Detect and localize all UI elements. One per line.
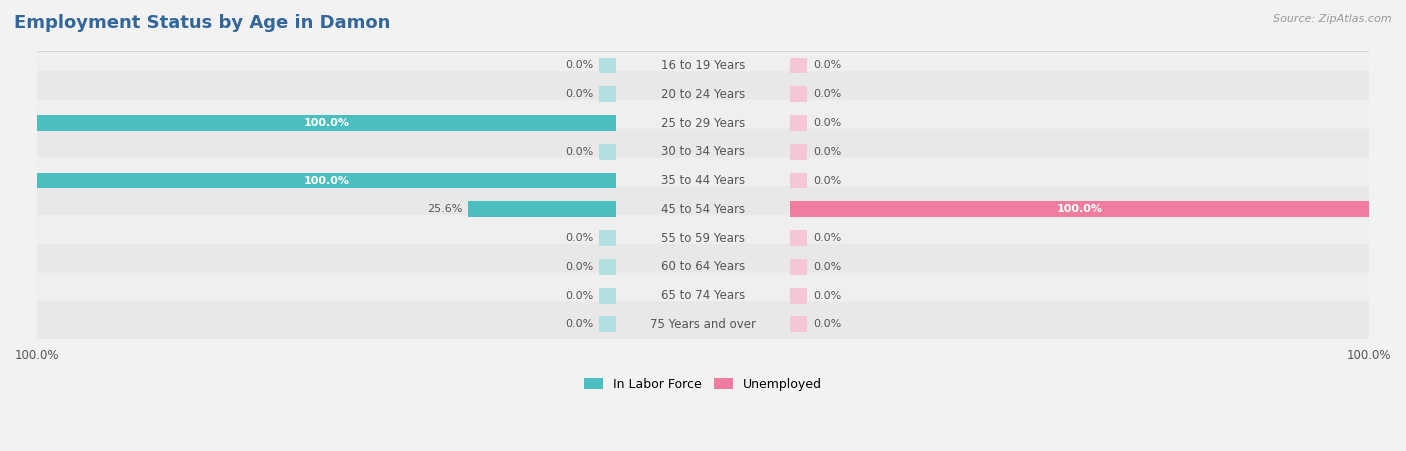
Text: 20 to 24 Years: 20 to 24 Years (661, 88, 745, 101)
FancyBboxPatch shape (35, 42, 1371, 88)
Bar (37, 115, 616, 131)
Text: Source: ZipAtlas.com: Source: ZipAtlas.com (1274, 14, 1392, 23)
Text: 0.0%: 0.0% (565, 89, 593, 99)
Text: 0.0%: 0.0% (813, 147, 841, 157)
Text: 25.6%: 25.6% (427, 204, 463, 214)
Bar (790, 288, 807, 304)
Bar (599, 288, 616, 304)
Bar (790, 86, 807, 102)
Bar (599, 86, 616, 102)
Text: 100.0%: 100.0% (1056, 204, 1102, 214)
Bar (790, 317, 807, 332)
Bar (599, 58, 616, 74)
Bar (790, 202, 1369, 217)
Text: 0.0%: 0.0% (813, 89, 841, 99)
Text: Employment Status by Age in Damon: Employment Status by Age in Damon (14, 14, 391, 32)
FancyBboxPatch shape (35, 100, 1371, 146)
FancyBboxPatch shape (35, 129, 1371, 175)
FancyBboxPatch shape (35, 215, 1371, 261)
Text: 65 to 74 Years: 65 to 74 Years (661, 289, 745, 302)
Text: 0.0%: 0.0% (565, 233, 593, 243)
Text: 0.0%: 0.0% (565, 147, 593, 157)
Text: 45 to 54 Years: 45 to 54 Years (661, 203, 745, 216)
Text: 75 Years and over: 75 Years and over (650, 318, 756, 331)
Bar (599, 317, 616, 332)
Text: 0.0%: 0.0% (565, 290, 593, 301)
Text: 25 to 29 Years: 25 to 29 Years (661, 116, 745, 129)
Legend: In Labor Force, Unemployed: In Labor Force, Unemployed (579, 373, 827, 396)
Text: 0.0%: 0.0% (813, 290, 841, 301)
Bar (790, 115, 807, 131)
Text: 60 to 64 Years: 60 to 64 Years (661, 260, 745, 273)
Bar (790, 173, 807, 189)
Text: 0.0%: 0.0% (813, 60, 841, 70)
Text: 0.0%: 0.0% (813, 233, 841, 243)
Bar (790, 58, 807, 74)
Text: 16 to 19 Years: 16 to 19 Years (661, 59, 745, 72)
Bar (468, 202, 616, 217)
Text: 0.0%: 0.0% (813, 262, 841, 272)
FancyBboxPatch shape (35, 301, 1371, 347)
Text: 100.0%: 100.0% (304, 175, 350, 185)
Bar (599, 259, 616, 275)
FancyBboxPatch shape (35, 272, 1371, 319)
FancyBboxPatch shape (35, 157, 1371, 203)
FancyBboxPatch shape (35, 71, 1371, 117)
Bar (599, 230, 616, 246)
Text: 30 to 34 Years: 30 to 34 Years (661, 145, 745, 158)
Text: 0.0%: 0.0% (565, 319, 593, 329)
Text: 0.0%: 0.0% (813, 118, 841, 128)
Text: 0.0%: 0.0% (813, 175, 841, 185)
Text: 0.0%: 0.0% (813, 319, 841, 329)
Text: 0.0%: 0.0% (565, 262, 593, 272)
FancyBboxPatch shape (35, 186, 1371, 232)
Text: 0.0%: 0.0% (565, 60, 593, 70)
Bar (790, 230, 807, 246)
FancyBboxPatch shape (35, 244, 1371, 290)
Text: 100.0%: 100.0% (304, 118, 350, 128)
Bar (599, 144, 616, 160)
Text: 55 to 59 Years: 55 to 59 Years (661, 232, 745, 244)
Bar (37, 173, 616, 189)
Bar (790, 144, 807, 160)
Text: 35 to 44 Years: 35 to 44 Years (661, 174, 745, 187)
Bar (790, 259, 807, 275)
